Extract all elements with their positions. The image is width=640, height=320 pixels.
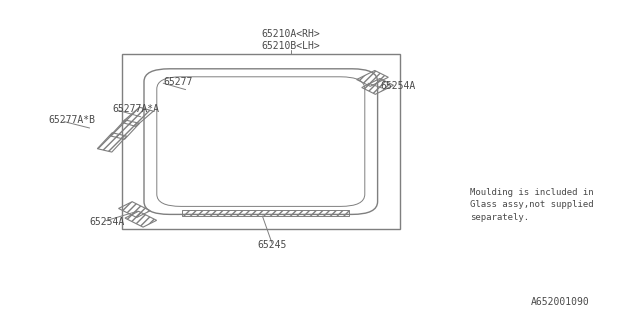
Text: A652001090: A652001090 [531, 297, 589, 308]
Text: 65277: 65277 [163, 76, 193, 87]
Text: Moulding is included in
Glass assy,not supplied
separately.: Moulding is included in Glass assy,not s… [470, 188, 594, 222]
Text: 65277A*A: 65277A*A [112, 104, 159, 114]
Text: 65254A: 65254A [381, 81, 416, 92]
Text: 65245: 65245 [257, 240, 287, 250]
Text: 65254A: 65254A [90, 217, 125, 228]
Text: 65210A<RH>: 65210A<RH> [262, 28, 321, 39]
Text: 65277A*B: 65277A*B [48, 115, 95, 125]
Text: 65210B<LH>: 65210B<LH> [262, 41, 321, 52]
